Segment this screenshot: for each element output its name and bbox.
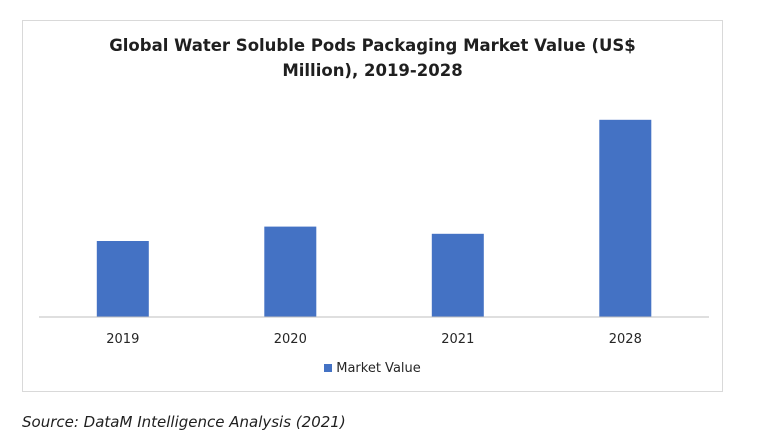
bar-2020: [264, 226, 317, 317]
x-tick-labels: 2019 2020 2021 2028: [106, 332, 642, 347]
chart-plot: 2019 2020 2021 2028: [39, 119, 709, 347]
x-tick-label-2020: 2020: [274, 332, 307, 347]
source-note: Source: DataM Intelligence Analysis (202…: [22, 413, 346, 431]
x-tick-label-2028: 2028: [609, 332, 642, 347]
chart-title-line-2: Million), 2019-2028: [282, 61, 463, 80]
chart-title-line-1: Global Water Soluble Pods Packaging Mark…: [109, 36, 636, 55]
bar-2019: [96, 241, 149, 317]
bar-2021: [431, 233, 484, 317]
legend-swatch: [324, 364, 333, 372]
chart-title: Global Water Soluble Pods Packaging Mark…: [23, 33, 722, 83]
chart-container: Global Water Soluble Pods Packaging Mark…: [22, 20, 723, 392]
x-tick-label-2021: 2021: [441, 332, 474, 347]
x-tick-label-2019: 2019: [106, 332, 139, 347]
legend-label: Market Value: [336, 361, 421, 376]
legend: Market Value: [23, 361, 722, 376]
bar-group: [96, 119, 652, 317]
bar-2028: [599, 119, 652, 317]
